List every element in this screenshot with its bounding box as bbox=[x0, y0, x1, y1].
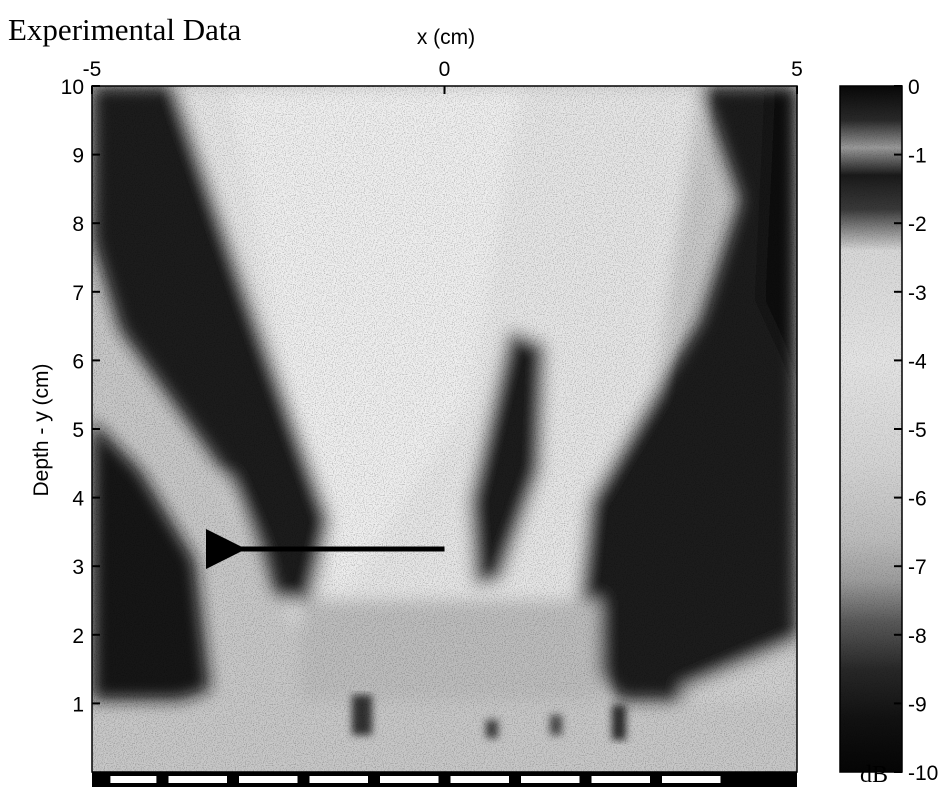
colorbar-tick-label: -5 bbox=[908, 419, 927, 442]
y-tick-label: 8 bbox=[72, 213, 84, 236]
y-tick-label: 7 bbox=[72, 282, 84, 305]
colorbar: 0 -1 -2 -3 -4 -5 -6 -7 -8 -9 -10 dB bbox=[839, 76, 938, 788]
transducer-gap bbox=[309, 776, 368, 783]
x-tick-label: -5 bbox=[83, 58, 102, 81]
colorbar-tick-label: -2 bbox=[908, 213, 927, 236]
x-tick-label: 5 bbox=[791, 58, 803, 81]
x-axis: -5 0 5 bbox=[83, 58, 803, 94]
transducer-gap bbox=[450, 776, 509, 783]
transducer-gap bbox=[239, 776, 298, 783]
colorbar-tick-label: -10 bbox=[908, 762, 938, 785]
y-tick-label: 3 bbox=[72, 556, 84, 579]
y-tick-label: 9 bbox=[72, 145, 84, 168]
y-tick-label: 4 bbox=[72, 488, 84, 511]
y-tick-label: 5 bbox=[72, 419, 84, 442]
colorbar-tick-label: -1 bbox=[908, 145, 927, 168]
y-tick-label: 6 bbox=[72, 350, 84, 373]
y-tick-label: 1 bbox=[72, 693, 84, 716]
y-tick-label: 10 bbox=[61, 76, 84, 99]
colorbar-unit-label: dB bbox=[860, 762, 888, 788]
colorbar-tick-label: -7 bbox=[908, 556, 927, 579]
heatmap-image bbox=[92, 86, 797, 772]
y-tick-label: 2 bbox=[72, 625, 84, 648]
transducer-gap bbox=[110, 776, 157, 783]
transducer-gap bbox=[380, 776, 439, 783]
transducer-bar bbox=[92, 772, 797, 787]
y-axis: 1 2 3 4 5 6 7 8 9 10 bbox=[61, 76, 100, 716]
colorbar-tick-label: -3 bbox=[908, 282, 927, 305]
x-tick-label: 0 bbox=[439, 58, 451, 81]
x-axis-label: x (cm) bbox=[417, 26, 475, 49]
colorbar-tick-label: -6 bbox=[908, 488, 927, 511]
y-axis-label: Depth - y (cm) bbox=[30, 363, 53, 496]
colorbar-tick-label: -4 bbox=[908, 350, 927, 373]
transducer-gap bbox=[521, 776, 580, 783]
chart-title: Experimental Data bbox=[8, 12, 241, 47]
colorbar-tick-label: -9 bbox=[908, 693, 927, 716]
transducer-array bbox=[92, 772, 797, 787]
transducer-gap bbox=[168, 776, 227, 783]
colorbar-tick-label: -8 bbox=[908, 625, 927, 648]
transducer-gap bbox=[662, 776, 721, 783]
transducer-gap bbox=[591, 776, 650, 783]
colorbar-tick-label: 0 bbox=[908, 76, 920, 99]
